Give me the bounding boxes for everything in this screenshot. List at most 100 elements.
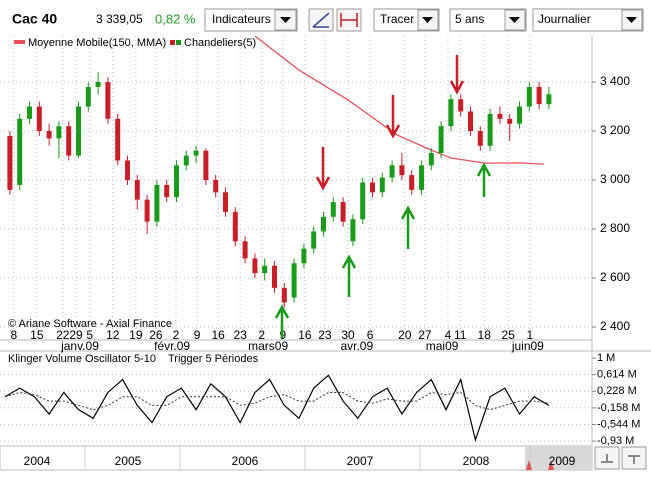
candle-body — [497, 113, 503, 119]
candle-body — [115, 118, 121, 161]
year-label: 2005 — [115, 454, 142, 468]
candle-body — [477, 131, 483, 146]
y-tick-label: 3 000 — [600, 172, 630, 186]
candle-body — [154, 184, 160, 222]
year-label: 2007 — [347, 454, 374, 468]
y-tick-label: 1 M — [597, 352, 615, 364]
candle-body — [125, 160, 130, 181]
candle-body — [311, 231, 317, 249]
y-tick-label: 2 600 — [600, 270, 630, 284]
candle-body — [17, 118, 23, 185]
legend-swatch — [176, 40, 181, 45]
y-tick-label: 2 800 — [600, 221, 630, 235]
candle-body — [56, 126, 62, 139]
candle-body — [507, 118, 513, 124]
candle-body — [232, 211, 238, 242]
x-tick-label: 26 — [149, 328, 163, 342]
x-tick-label: 2 — [173, 328, 180, 342]
instrument-title: Cac 40 — [12, 11, 57, 27]
x-tick-label: 15 — [30, 328, 44, 342]
x-tick-label: 18 — [478, 328, 492, 342]
draw-dropdown[interactable]: Tracer — [373, 8, 440, 32]
candle-body — [144, 199, 150, 222]
x-tick-label: 16 — [298, 328, 312, 342]
candle-body — [360, 182, 366, 220]
x-tick-label: 8 — [10, 328, 17, 342]
month-label: juin09 — [511, 339, 544, 353]
toolbar: Cac 40 3 339,05 0,82 % Indicateurs Trace… — [12, 8, 644, 32]
last-price: 3 339,05 — [96, 12, 143, 26]
candle-body — [46, 131, 52, 139]
y-tick-label: -0,544 M — [597, 418, 640, 430]
oscillator-chart: Klinger Volume Oscillator 5-10 Trigger 5 … — [0, 352, 640, 447]
year-label: 2009 — [549, 454, 576, 468]
month-label: mai09 — [426, 339, 459, 353]
candle-body — [399, 165, 405, 176]
candle-body — [183, 155, 189, 166]
candle-body — [7, 135, 13, 190]
signal-arrows — [274, 55, 492, 338]
candle-body — [468, 111, 473, 132]
candle-body — [85, 86, 91, 107]
candle-body — [350, 219, 356, 242]
x-tick-label: 29 — [69, 328, 83, 342]
candle-body — [213, 180, 219, 193]
line-tool[interactable] — [308, 8, 334, 32]
y-tick-label: -0,93 M — [597, 435, 634, 447]
month-label: févr.09 — [154, 339, 190, 353]
legend-label: Chandeliers(5) — [184, 37, 256, 49]
candle-body — [526, 86, 532, 107]
candle-body — [242, 241, 248, 259]
x-tick-label: 23 — [234, 328, 248, 342]
legend-swatch — [14, 40, 25, 44]
dropdown-label: Tracer — [380, 12, 414, 26]
interval-dropdown[interactable]: Journalier — [532, 8, 644, 32]
candle-body — [389, 165, 395, 178]
copyright: © Ariane Software - Axial Finance — [8, 318, 172, 330]
hline-tool[interactable] — [336, 8, 362, 32]
change: 0,82 % — [155, 11, 196, 26]
candle-body — [193, 150, 199, 156]
candle-body — [546, 94, 552, 105]
candle-body — [262, 265, 268, 274]
panel-subtitle: Trigger 5 Périodes — [168, 353, 259, 365]
candle-body — [458, 99, 464, 112]
dropdown-label: Indicateurs — [212, 12, 271, 26]
x-tick-label: 12 — [106, 328, 120, 342]
dropdown-label: Journalier — [538, 12, 591, 26]
oscillator-line — [4, 391, 549, 411]
candle-body — [223, 192, 228, 212]
period-dropdown[interactable]: 5 ans — [449, 8, 527, 32]
month-label: janv.09 — [60, 339, 99, 353]
plot-area — [7, 36, 552, 308]
year-label: 2006 — [232, 454, 259, 468]
x-tick-label: 20 — [398, 328, 412, 342]
y-tick-label: 2 400 — [600, 319, 630, 333]
candle-body — [291, 263, 297, 298]
x-tick-label: 25 — [502, 328, 516, 342]
candle-body — [252, 258, 258, 274]
x-tick-label: 22 — [56, 328, 70, 342]
candle-body — [134, 180, 140, 200]
x-tick-label: 1 — [526, 328, 533, 342]
x-tick-label: 30 — [341, 328, 355, 342]
x-tick-label: 5 — [86, 328, 93, 342]
candle-body — [517, 106, 522, 124]
navigator[interactable]: 2004 2005 2006 2007 2008 2009 — [0, 445, 647, 471]
panel-title: Klinger Volume Oscillator 5-10 — [8, 353, 156, 365]
x-tick-label: 11 — [454, 328, 467, 342]
oscillator-line — [4, 374, 550, 442]
y-tick-label: 0,614 M — [597, 369, 637, 381]
y-tick-label: 3 400 — [600, 74, 630, 88]
moving-average — [254, 36, 545, 165]
year-label: 2004 — [24, 454, 51, 468]
candle-body — [36, 106, 42, 132]
legend-label: Moyenne Mobile(150, MMA) — [28, 37, 166, 49]
y-tick-label: -0,158 M — [597, 402, 640, 414]
dropdown-label: 5 ans — [455, 12, 484, 26]
indicators-dropdown[interactable]: Indicateurs — [204, 8, 298, 32]
candle-body — [330, 202, 336, 217]
candle-body — [409, 175, 415, 190]
